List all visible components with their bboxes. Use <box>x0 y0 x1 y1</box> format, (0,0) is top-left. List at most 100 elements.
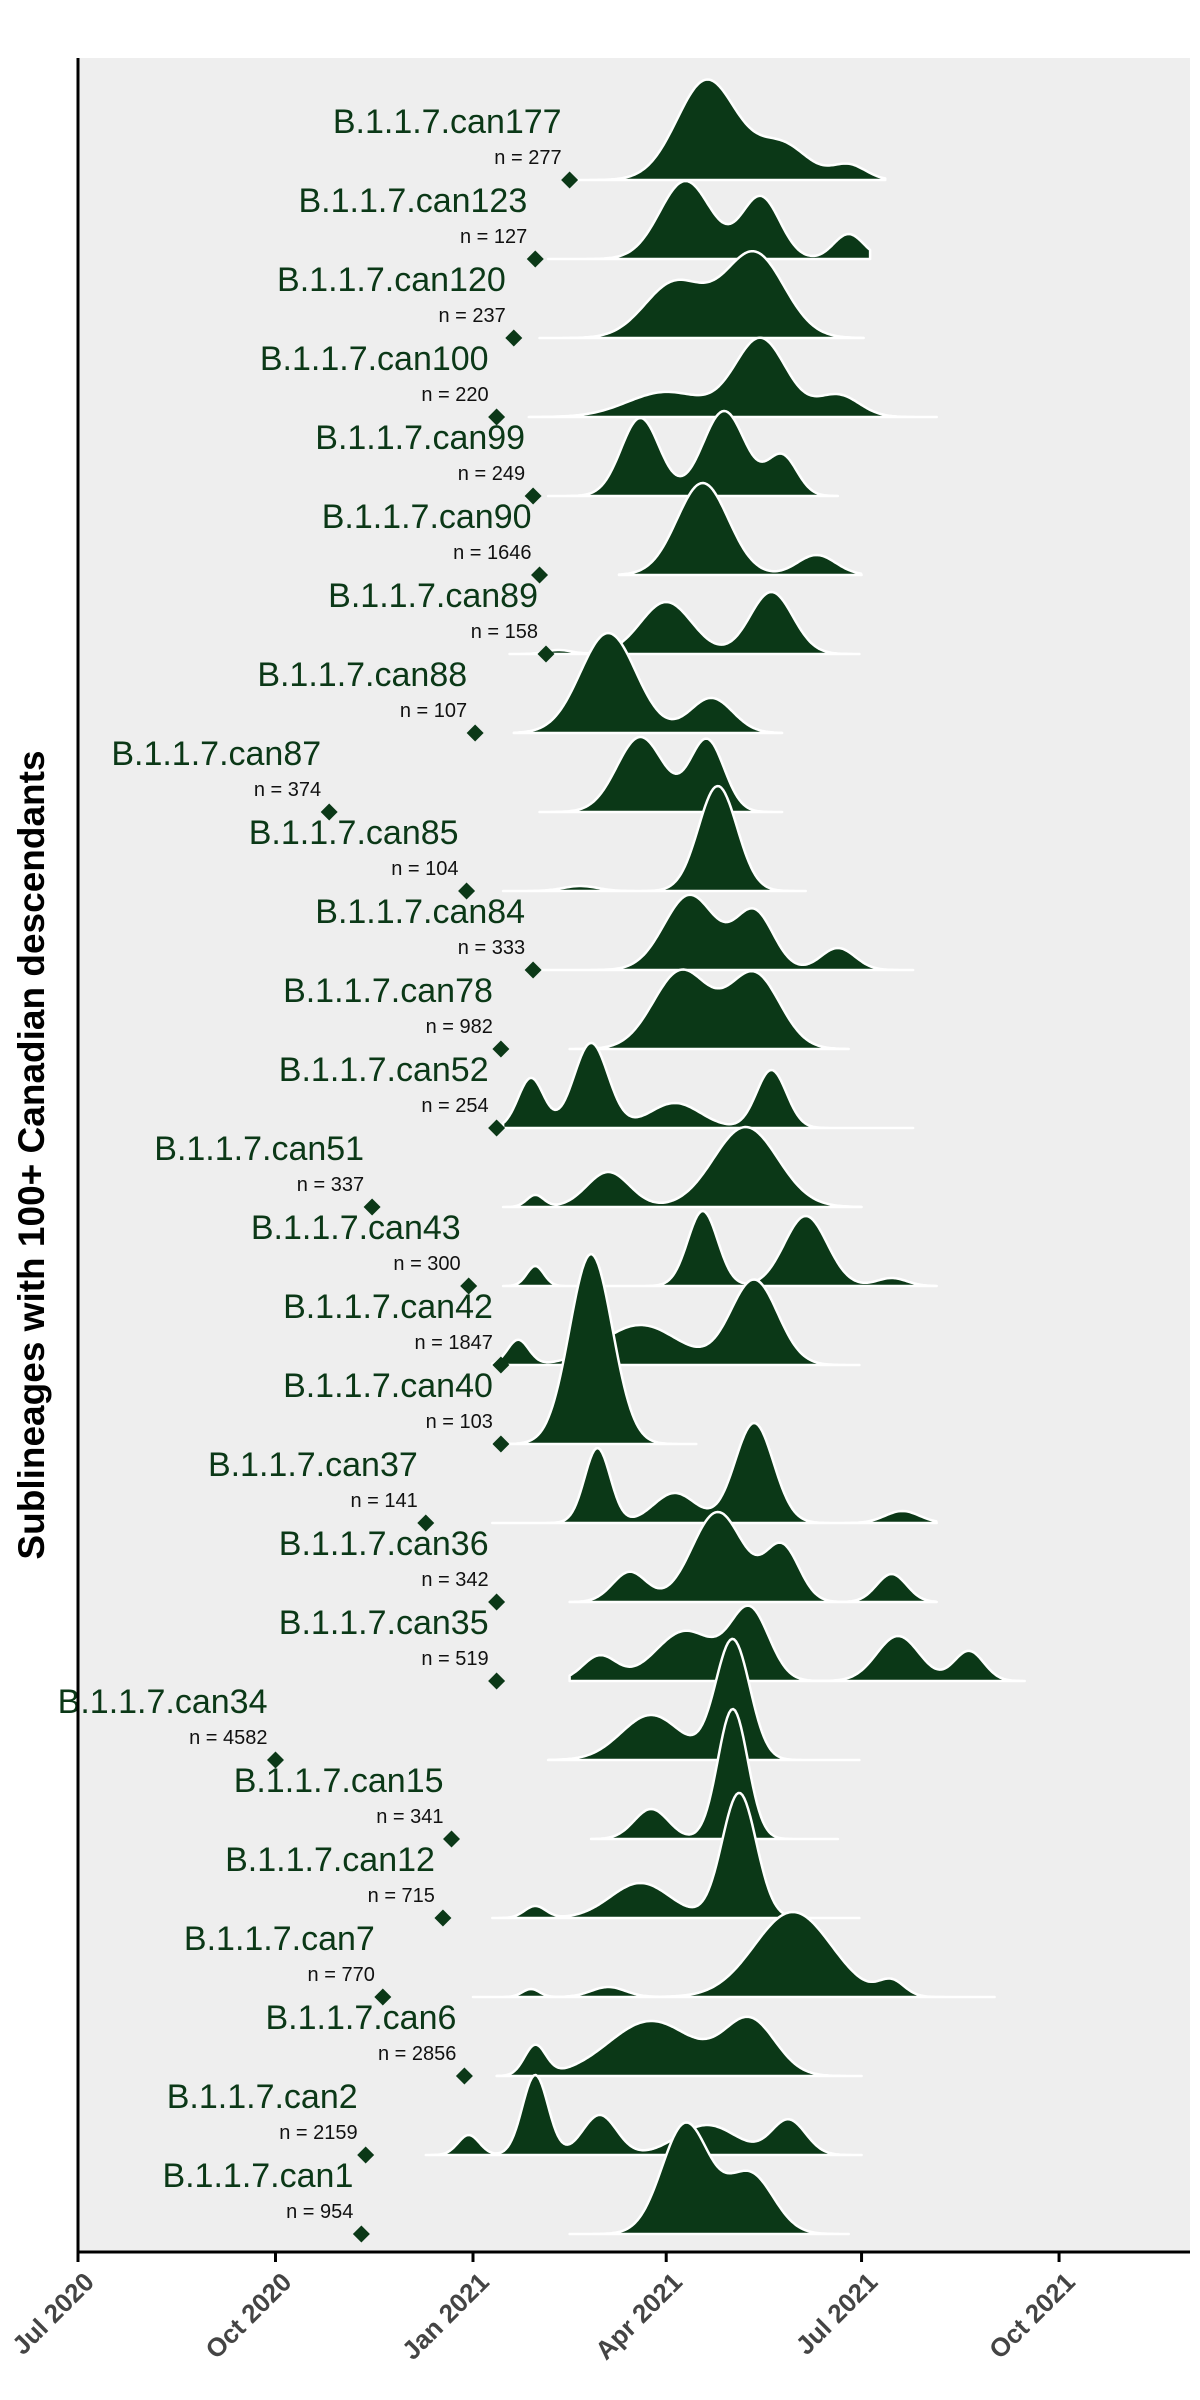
series-count-label: n = 374 <box>254 779 321 801</box>
tmrca-point <box>434 1909 452 1927</box>
tmrca-point <box>505 329 523 347</box>
series-name-label: B.1.1.7.can177 <box>333 103 562 141</box>
series-name-label: B.1.1.7.can34 <box>58 1683 268 1721</box>
ridge-B.1.1.7.can88 <box>512 631 784 735</box>
series-count-label: n = 342 <box>421 1569 488 1591</box>
series-count-label: n = 104 <box>391 858 458 880</box>
series-count-label: n = 770 <box>308 1964 375 1986</box>
ridge-B.1.1.7.can15 <box>589 1707 840 1841</box>
series-name-label: B.1.1.7.can40 <box>283 1367 493 1405</box>
series-name-label: B.1.1.7.can120 <box>277 261 506 299</box>
x-tick-label: Oct 2020 <box>199 2267 297 2365</box>
ridge-B.1.1.7.can34 <box>546 1637 861 1762</box>
series-count-label: n = 103 <box>426 1411 493 1433</box>
series-count-label: n = 1646 <box>453 542 531 564</box>
series-name-label: B.1.1.7.can87 <box>111 735 321 773</box>
x-axis-ticks: Jul 2020 Oct 2020 Jan 2021 Apr 2021 Jul 2021… <box>6 2252 1081 2366</box>
series-count-label: n = 141 <box>350 1490 417 1512</box>
series-name-label: B.1.1.7.can90 <box>322 498 532 536</box>
series-count-label: n = 158 <box>471 621 538 643</box>
tmrca-point <box>561 171 579 189</box>
series-name-label: B.1.1.7.can7 <box>184 1920 375 1958</box>
ridge-B.1.1.7.can51 <box>501 1125 863 1209</box>
ridge-B.1.1.7.can99 <box>546 409 840 498</box>
series-count-label: n = 2159 <box>279 2122 357 2144</box>
series-count-label: n = 249 <box>458 463 525 485</box>
series-count-label: n = 300 <box>393 1253 460 1275</box>
tmrca-point <box>458 882 476 900</box>
series-name-label: B.1.1.7.can37 <box>208 1446 418 1484</box>
tmrca-point <box>488 408 506 426</box>
series-count-label: n = 220 <box>421 384 488 406</box>
ridges-layer <box>424 78 1026 2236</box>
ridge-B.1.1.7.can42 <box>491 1278 861 1367</box>
ridge-B.1.1.7.can85 <box>501 784 807 893</box>
series-name-label: B.1.1.7.can85 <box>249 814 459 852</box>
x-tick-label: Jul 2021 <box>790 2267 884 2361</box>
series-count-label: n = 237 <box>438 305 505 327</box>
ridge-B.1.1.7.can52 <box>501 1041 915 1130</box>
ridge-B.1.1.7.can177 <box>561 78 887 182</box>
x-tick-label: Jul 2020 <box>6 2267 100 2361</box>
series-count-label: n = 333 <box>458 937 525 959</box>
ridge-B.1.1.7.can7 <box>471 1910 996 1999</box>
tmrca-point <box>531 566 549 584</box>
series-name-label: B.1.1.7.can36 <box>279 1525 489 1563</box>
series-count-label: n = 954 <box>286 2201 353 2223</box>
series-name-label: B.1.1.7.can15 <box>234 1762 444 1800</box>
series-name-label: B.1.1.7.can88 <box>257 656 467 694</box>
ridge-B.1.1.7.can40 <box>491 1252 698 1446</box>
ridge-B.1.1.7.can1 <box>568 2121 850 2236</box>
series-name-label: B.1.1.7.can89 <box>328 577 538 615</box>
tmrca-point <box>417 1514 435 1532</box>
ridge-B.1.1.7.can100 <box>527 336 938 419</box>
ridge-B.1.1.7.can43 <box>501 1209 938 1288</box>
ridge-B.1.1.7.can6 <box>495 2015 863 2078</box>
ridge-B.1.1.7.can78 <box>568 968 850 1051</box>
series-name-label: B.1.1.7.can123 <box>299 182 528 220</box>
series-name-label: B.1.1.7.can51 <box>154 1130 364 1168</box>
series-count-label: n = 4582 <box>189 1727 267 1749</box>
series-name-label: B.1.1.7.can84 <box>315 893 525 931</box>
series-name-label: B.1.1.7.can100 <box>260 340 489 378</box>
ridge-B.1.1.7.can123 <box>546 179 872 261</box>
series-name-label: B.1.1.7.can42 <box>283 1288 493 1326</box>
tmrca-point <box>524 961 542 979</box>
ridge-B.1.1.7.can89 <box>508 590 861 656</box>
series-count-label: n = 2856 <box>378 2043 456 2065</box>
series-name-label: B.1.1.7.can2 <box>167 2078 358 2116</box>
series-count-label: n = 277 <box>494 147 561 169</box>
x-tick-label: Apr 2021 <box>589 2267 688 2366</box>
tmrca-point <box>460 1277 478 1295</box>
ridge-B.1.1.7.can120 <box>538 249 865 340</box>
series-count-label: n = 982 <box>426 1016 493 1038</box>
series-count-label: n = 519 <box>421 1648 488 1670</box>
series-name-label: B.1.1.7.can52 <box>279 1051 489 1089</box>
y-axis-title: Sublineages with 100+ Canadian descendan… <box>11 750 52 1559</box>
ridge-B.1.1.7.can35 <box>568 1604 1026 1683</box>
series-count-label: n = 127 <box>460 226 527 248</box>
series-name-label: B.1.1.7.can35 <box>279 1604 489 1642</box>
series-name-label: B.1.1.7.can99 <box>315 419 525 457</box>
series-count-label: n = 107 <box>400 700 467 722</box>
ridge-B.1.1.7.can36 <box>568 1510 938 1604</box>
series-name-label: B.1.1.7.can1 <box>162 2157 353 2195</box>
tmrca-point <box>443 1830 461 1848</box>
x-tick-label: Jan 2021 <box>396 2267 495 2366</box>
series-name-label: B.1.1.7.can43 <box>251 1209 461 1247</box>
series-count-label: n = 715 <box>368 1885 435 1907</box>
series-count-label: n = 341 <box>376 1806 443 1828</box>
series-count-label: n = 254 <box>421 1095 488 1117</box>
ridge-B.1.1.7.can37 <box>491 1421 938 1525</box>
ridge-B.1.1.7.can2 <box>424 2073 863 2157</box>
tmrca-point <box>524 487 542 505</box>
ridge-B.1.1.7.can84 <box>538 893 915 972</box>
ridge-B.1.1.7.can90 <box>617 481 863 577</box>
x-tick-label: Oct 2021 <box>983 2267 1081 2365</box>
series-name-label: B.1.1.7.can6 <box>265 1999 456 2037</box>
series-count-label: n = 337 <box>297 1174 364 1196</box>
series-count-label: n = 1847 <box>414 1332 492 1354</box>
series-name-label: B.1.1.7.can78 <box>283 972 493 1010</box>
labels-layer: B.1.1.7.can177 n = 277 B.1.1.7.can123 n = 1… <box>58 103 579 2243</box>
